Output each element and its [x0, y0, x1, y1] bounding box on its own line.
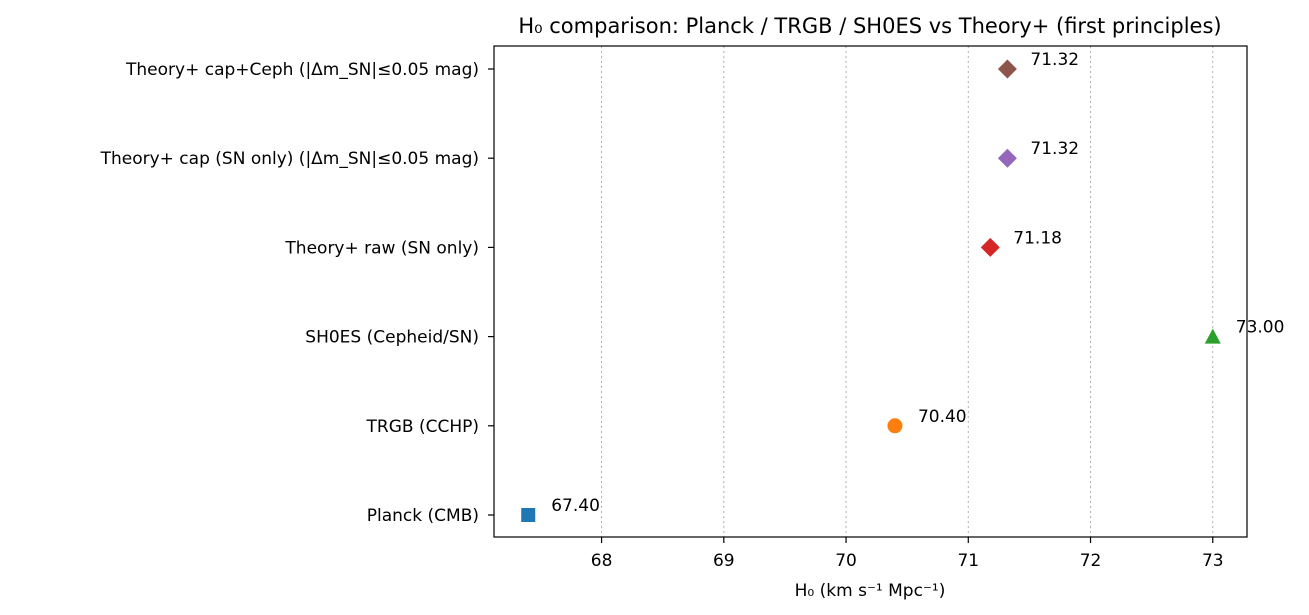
data-point-theory-raw-sn-only — [980, 237, 1000, 257]
data-label-theory-cap-ceph-m-sn-0-05-mag: 71.32 — [1030, 50, 1079, 70]
y-axis-categories: Planck (CMB) TRGB (CCHP) SH0ES (Cepheid/SN… — [100, 60, 494, 526]
x-tick-label: 70 — [835, 551, 857, 571]
chart-title: H₀ comparison: Planck / TRGB / SH0ES vs … — [518, 14, 1221, 38]
data-point-theory-cap-sn-only-m-sn-0-05-mag — [997, 148, 1017, 168]
plot-area-frame — [493, 45, 1248, 538]
category-label-planck-cmb: Planck (CMB) — [367, 506, 479, 526]
data-point-trgb-cchp — [887, 418, 903, 434]
x-axis-ticks: 68 69 70 71 72 73 — [591, 537, 1224, 571]
data-points: 67.40 70.40 73.00 71.18 71.32 71.32 — [521, 50, 1284, 522]
data-label-sh0es-cepheid-sn: 73.00 — [1236, 318, 1285, 338]
x-grid — [601, 46, 1214, 537]
data-point-theory-cap-ceph-m-sn-0-05-mag — [997, 59, 1017, 79]
category-label-theory-cap-sn-only-m-sn-0-05-mag: Theory+ cap (SN only) (|Δm_SN|≤0.05 mag) — [100, 149, 479, 169]
x-tick-label: 69 — [713, 551, 735, 571]
x-tick-label: 73 — [1202, 551, 1224, 571]
x-tick-label: 72 — [1080, 551, 1102, 571]
x-axis-label: H₀ (km s⁻¹ Mpc⁻¹) — [795, 581, 946, 601]
x-tick-label: 71 — [957, 551, 979, 571]
x-tick-label: 68 — [591, 551, 613, 571]
category-label-theory-cap-ceph-m-sn-0-05-mag: Theory+ cap+Ceph (|Δm_SN|≤0.05 mag) — [125, 60, 479, 80]
data-point-sh0es-cepheid-sn — [1204, 328, 1221, 344]
category-label-trgb-cchp: TRGB (CCHP) — [366, 417, 479, 437]
category-label-theory-raw-sn-only: Theory+ raw (SN only) — [284, 238, 479, 258]
category-label-sh0es-cepheid-sn: SH0ES (Cepheid/SN) — [305, 328, 479, 348]
data-point-planck-cmb — [521, 508, 536, 522]
data-label-trgb-cchp: 70.40 — [918, 407, 967, 427]
data-label-theory-raw-sn-only: 71.18 — [1013, 228, 1062, 248]
data-label-theory-cap-sn-only-m-sn-0-05-mag: 71.32 — [1030, 139, 1079, 159]
data-label-planck-cmb: 67.40 — [551, 496, 600, 516]
